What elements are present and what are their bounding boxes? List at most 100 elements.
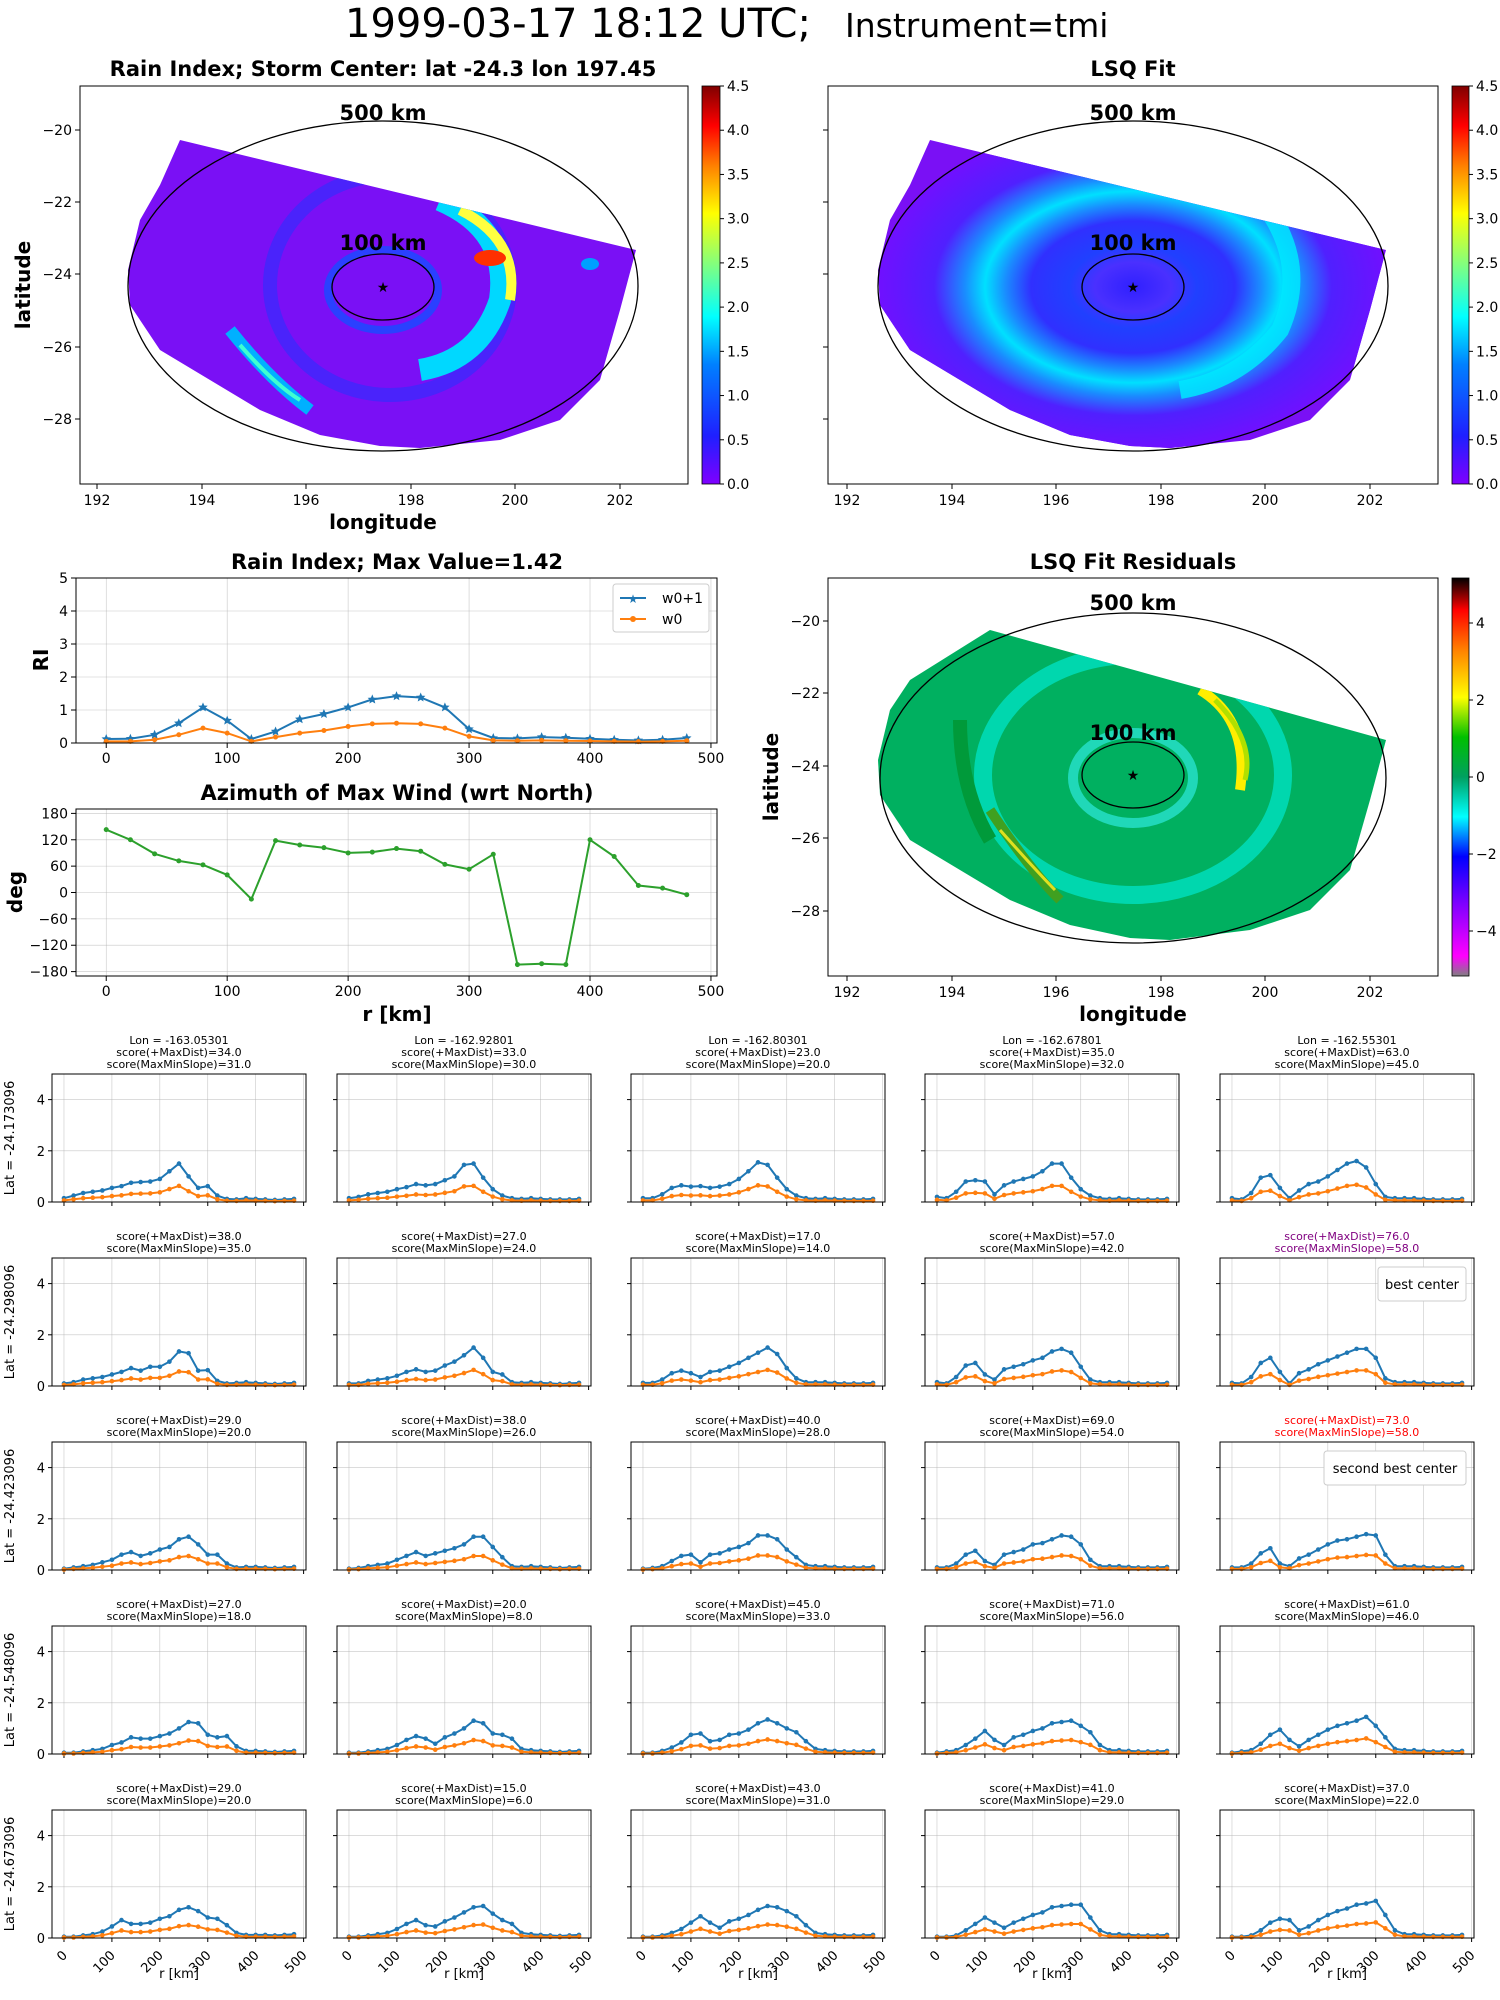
series-w0p1-point xyxy=(726,1547,732,1552)
series-w0-point xyxy=(1373,1192,1379,1197)
series-w0-point xyxy=(1450,1566,1455,1572)
subplot-r1-c4: score(+MaxDist)=76.0score(MaxMinSlope)=5… xyxy=(1216,1230,1475,1390)
series-w0-point xyxy=(90,1380,96,1386)
subplot-r1-c0: 0 2 4 score(+MaxDist)=38.0score(MaxMinSlope… xyxy=(3,1230,307,1395)
series-w0-point xyxy=(224,1565,230,1570)
series-w0-point xyxy=(176,732,182,738)
series-w0-point xyxy=(1296,1378,1302,1383)
series-w0-point xyxy=(138,1561,143,1567)
series-w0p1-point xyxy=(1078,1364,1084,1370)
y-tick-label: −28 xyxy=(42,412,72,428)
series-w0-point xyxy=(1315,1928,1321,1933)
series-azimuth-point xyxy=(587,837,593,843)
series-w0p1-point xyxy=(1306,1552,1311,1557)
subplot-frame xyxy=(1219,1441,1475,1571)
series-w0-point xyxy=(509,1929,515,1935)
series-w0-point xyxy=(272,1750,278,1756)
series-w0p1-point xyxy=(1258,1551,1264,1556)
x-tick-label: 500 xyxy=(567,1948,595,1976)
series-w0p1-point xyxy=(186,1719,191,1725)
series-w0-point xyxy=(461,1184,467,1189)
series-w0-point xyxy=(167,1926,172,1932)
score-maxminslope-label: score(MaxMinSlope)=31.0 xyxy=(686,1794,831,1807)
azimuth-profile-grid xyxy=(76,809,717,976)
series-w0p1-point xyxy=(205,1732,211,1738)
score-maxdist-label: score(+MaxDist)=27.0 xyxy=(401,1230,526,1243)
series-w0-point xyxy=(1088,1381,1093,1386)
series-w0p1-point xyxy=(413,1367,419,1372)
series-w0p1-point xyxy=(1011,1735,1016,1740)
series-w0-point xyxy=(1335,1555,1340,1560)
series-w0p1-line xyxy=(642,1534,874,1570)
series-azimuth-point xyxy=(224,872,230,878)
series-w0p1-point xyxy=(138,1368,143,1373)
series-w0p1-point xyxy=(423,1183,428,1188)
colorbar-tick-label: 1.5 xyxy=(727,344,749,360)
lsq-storm-center-marker: ★ xyxy=(1127,280,1140,296)
series-w0-point xyxy=(1145,1750,1151,1756)
y-tick-label: −120 xyxy=(30,938,68,954)
series-w0-point xyxy=(480,1371,486,1377)
series-w0-point xyxy=(1020,1190,1026,1195)
series-w0-point xyxy=(1239,1750,1244,1756)
legend-marker-dot xyxy=(630,616,636,622)
y-tick-label: 3 xyxy=(59,637,68,653)
x-axis-label: r [km] xyxy=(159,1967,199,1982)
subplot-frame xyxy=(630,1809,886,1939)
series-w0-point xyxy=(385,1565,390,1570)
series-w0-point xyxy=(1001,1931,1007,1936)
subplot-frame xyxy=(630,1257,886,1387)
series-w0-point xyxy=(746,1371,751,1377)
series-w0-point xyxy=(1239,1382,1244,1388)
series-w0-point xyxy=(944,1566,949,1572)
subplot-r0-c2: Lon = -162.80301score(+MaxDist)=23.0scor… xyxy=(627,1034,886,1206)
series-w0p1-point xyxy=(394,1186,400,1192)
series-w0-point xyxy=(1315,1559,1321,1564)
series-w0p1-point xyxy=(1040,1910,1045,1915)
series-w0p1-point xyxy=(490,1186,496,1192)
series-w0p1-point xyxy=(195,1908,201,1914)
series-w0-point xyxy=(659,1381,665,1386)
series-w0p1-point xyxy=(973,1177,978,1183)
score-maxminslope-label: score(MaxMinSlope)=46.0 xyxy=(1275,1610,1420,1623)
series-w0-point xyxy=(746,1186,751,1192)
series-w0p1-point xyxy=(726,1732,732,1738)
rain-index-profile-title: Rain Index; Max Value=1.42 xyxy=(231,550,563,574)
series-w0-point xyxy=(1135,1198,1141,1204)
y-tick-label: 4 xyxy=(59,604,68,620)
series-w0p1-point xyxy=(784,1547,790,1552)
rain-index-colorbar-ticks: 4.5 4.0 3.5 3.0 2.5 2.0 1.5 1.0 0.5 0.0 xyxy=(720,79,749,493)
series-w0-point xyxy=(1040,1556,1045,1562)
series-w0-point xyxy=(282,1198,287,1204)
y-tick-label: −24 xyxy=(790,759,820,775)
series-w0-point xyxy=(640,1751,646,1756)
x-tick-label: 0 xyxy=(927,1948,943,1964)
series-w0-point xyxy=(471,1367,476,1373)
subplot-frame xyxy=(336,1073,592,1203)
series-w0p1-point xyxy=(442,1919,448,1924)
series-w0-point xyxy=(80,1195,86,1201)
series-w0p1-point xyxy=(765,1717,770,1722)
series-w0-point xyxy=(442,1559,448,1565)
series-w0p1-point xyxy=(480,1175,486,1180)
x-tick-label: 0 xyxy=(1222,1948,1238,1964)
y-tick-label: −60 xyxy=(38,912,68,928)
series-w0p1-point xyxy=(461,1162,467,1168)
series-w0p1-point xyxy=(452,1545,457,1551)
series-w0-point xyxy=(176,1923,182,1929)
series-w0-point xyxy=(851,1750,857,1756)
series-w0-point xyxy=(1049,1554,1055,1560)
series-w0p1-point xyxy=(1088,1557,1093,1563)
series-w0-point xyxy=(452,1558,457,1564)
series-w0-point xyxy=(1088,1197,1093,1202)
series-w0p1-point xyxy=(442,1363,448,1368)
series-w0-point xyxy=(1030,1742,1036,1747)
series-w0-point xyxy=(1155,1382,1160,1388)
series-w0-point xyxy=(1383,1197,1388,1203)
series-w0-point xyxy=(841,1566,847,1572)
series-w0-point xyxy=(128,1560,134,1565)
series-w0-point xyxy=(1363,1185,1369,1190)
series-w0p1-point xyxy=(973,1736,978,1741)
subplot-frame xyxy=(924,1441,1180,1571)
